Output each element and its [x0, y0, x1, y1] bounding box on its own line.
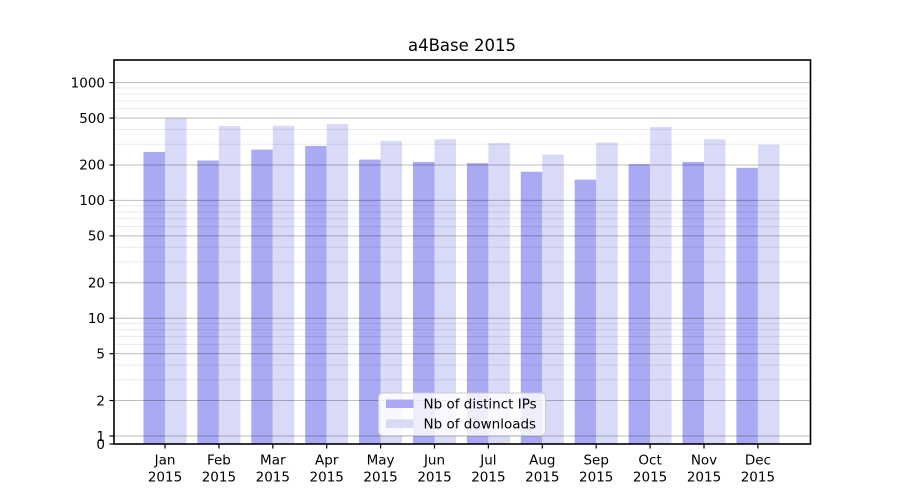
y-axis: 01 2 5 10 20 50 100 200 500 1000	[71, 75, 114, 453]
bar	[326, 124, 349, 444]
chart-title: a4Base 2015	[408, 36, 516, 55]
x-tick-label: Jun 2015	[417, 453, 451, 486]
x-tick-label: Oct 2015	[633, 453, 667, 486]
bar	[197, 160, 219, 444]
bar	[251, 149, 273, 445]
bar	[466, 163, 489, 444]
x-tick-label: Nov 2015	[687, 453, 721, 486]
legend: Nb of distinct IPs Nb of downloads	[378, 392, 546, 436]
bars-group	[143, 118, 780, 445]
y-tick-label: 0	[96, 437, 105, 453]
y-tick-label: 1000	[71, 75, 105, 91]
y-tick-label: 1	[96, 429, 105, 445]
bar	[650, 126, 672, 444]
x-tick-label: Apr 2015	[310, 453, 344, 486]
x-tick-label: Feb 2015	[202, 453, 236, 486]
legend-box	[378, 392, 546, 436]
legend-label: Nb of distinct IPs	[424, 397, 537, 413]
bar	[682, 161, 704, 444]
y-tick-label: 100	[79, 193, 105, 209]
bar	[143, 151, 165, 444]
bar	[272, 125, 295, 445]
x-tick-label: Sep 2015	[579, 453, 613, 486]
bar	[542, 154, 564, 445]
legend-label: Nb of downloads	[424, 416, 537, 432]
y-tick-label: 2	[96, 393, 105, 409]
bar	[305, 145, 327, 445]
gridlines	[114, 82, 811, 437]
bar	[628, 164, 651, 444]
y-tick-label: 10	[88, 311, 105, 327]
bar	[359, 159, 381, 445]
bars-downloads	[165, 118, 780, 445]
x-tick-label: Mar 2015	[256, 453, 290, 486]
bar	[574, 179, 597, 445]
bar	[413, 161, 435, 444]
x-axis: Jan 2015 Feb 2015 Mar 2015 Apr 2015 May 2015 Jun 20…	[148, 444, 775, 486]
bar	[520, 171, 543, 444]
bar	[757, 144, 780, 444]
bars-distinct-ips	[143, 145, 758, 445]
y-tick-label: 200	[79, 158, 105, 174]
plot-border	[113, 59, 812, 445]
bar	[434, 139, 456, 444]
x-tick-label: Aug 2015	[525, 453, 559, 486]
bar	[736, 167, 758, 444]
x-tick-label: Jul 2015	[471, 453, 505, 486]
x-tick-label: Jan 2015	[148, 453, 182, 486]
y-tick-label: 5	[96, 346, 105, 362]
bar	[596, 142, 618, 445]
bar	[218, 126, 241, 444]
bar	[380, 140, 403, 445]
y-tick-label: 50	[88, 229, 105, 245]
legend-swatch	[386, 419, 414, 428]
y-tick-label: 500	[79, 111, 105, 127]
legend-swatch	[386, 399, 414, 409]
bar	[704, 139, 726, 444]
y-tick-label: 20	[88, 276, 105, 292]
bar	[488, 143, 510, 444]
bar	[165, 118, 187, 444]
x-tick-label: May 2015	[363, 453, 397, 486]
x-tick-label: Dec 2015	[741, 453, 775, 486]
